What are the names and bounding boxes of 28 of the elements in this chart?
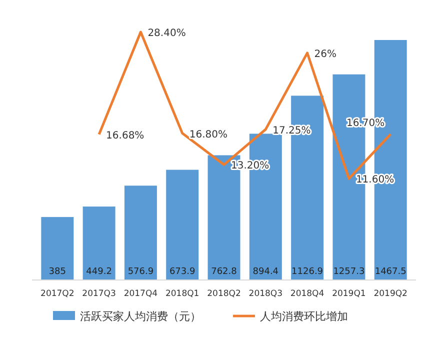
- x-tick-label: 2018Q3: [248, 289, 283, 299]
- data-label: 576.9: [128, 267, 154, 277]
- data-label: 894.4: [252, 267, 279, 277]
- x-tick-label: 2018Q1: [165, 289, 200, 299]
- data-label: 673.9: [169, 267, 196, 277]
- data-label: 1126.9: [292, 267, 324, 277]
- x-tick-label: 2017Q3: [82, 289, 116, 299]
- bar: [166, 170, 199, 280]
- data-label: 1257.3: [333, 267, 365, 277]
- x-tick-label: 2017Q4: [124, 289, 158, 299]
- data-label: 28.40%: [148, 28, 186, 39]
- data-label: 762.8: [211, 267, 238, 277]
- data-label: 449.2: [86, 267, 112, 277]
- bar: [82, 206, 116, 280]
- x-tick-label: 2018Q4: [290, 289, 324, 299]
- bar: [124, 186, 157, 280]
- data-label: 1467.5: [374, 267, 406, 277]
- legend-label: 活跃买家人均消费（元）: [80, 310, 201, 323]
- x-tick-label: 2018Q2: [207, 289, 241, 299]
- legend-label: 人均消费环比增加: [260, 310, 348, 323]
- x-tick-label: 2019Q2: [374, 289, 408, 299]
- x-tick-label: 2017Q2: [40, 289, 74, 299]
- x-tick-label: 2019Q1: [332, 289, 366, 299]
- bar: [41, 217, 74, 280]
- data-label: 385: [48, 267, 66, 277]
- data-label: 16.68%: [106, 130, 144, 142]
- data-label: 16.80%: [189, 129, 228, 140]
- data-label: 26%: [314, 48, 337, 60]
